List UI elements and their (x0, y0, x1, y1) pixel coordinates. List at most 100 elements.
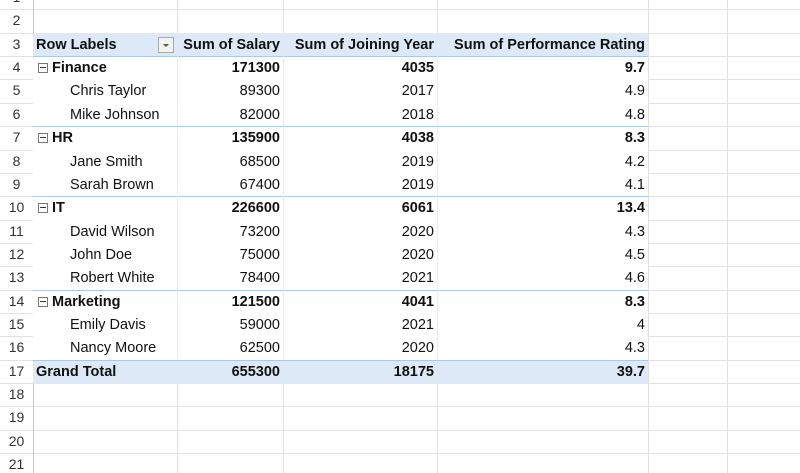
value-cell: 73200 (239, 223, 280, 240)
value-cell: 171300 (231, 60, 280, 77)
row-number: 20 (8, 432, 25, 449)
value-cell: 2020 (401, 223, 434, 240)
value-cell: 655300 (231, 363, 280, 380)
grid-line (437, 336, 438, 360)
grid-line (0, 406, 800, 407)
value-cell: 226600 (231, 200, 280, 217)
value-cell: 4.1 (624, 176, 645, 193)
value-cell: 4.2 (624, 153, 645, 170)
value-cell: 59000 (239, 317, 280, 334)
value-cell: 89300 (239, 83, 280, 100)
value-cell: 4 (636, 317, 645, 334)
row-number: 17 (8, 362, 25, 379)
value-cell: 18175 (393, 363, 434, 380)
row-number: 15 (8, 316, 25, 333)
grid-line (177, 196, 178, 220)
pivot-row (33, 219, 648, 244)
value-cell: 4.6 (624, 270, 645, 287)
grid-line (283, 126, 284, 150)
grid-line (283, 313, 284, 337)
value-cell: 62500 (239, 340, 280, 357)
value-cell: 67400 (239, 176, 280, 193)
column-header: Sum of Joining Year (294, 36, 434, 53)
grid-line (648, 0, 649, 473)
row-label: David Wilson (70, 223, 155, 240)
row-label: John Doe (70, 246, 133, 263)
row-number: 7 (12, 129, 21, 146)
pivot-row (33, 336, 648, 361)
pivot-row (33, 172, 648, 198)
pivot-row (33, 242, 648, 268)
column-header: Row Labels (36, 36, 117, 53)
grid-line (177, 336, 178, 360)
grid-line (283, 289, 284, 314)
pivot-row (33, 359, 648, 385)
value-cell: 4.3 (624, 340, 645, 357)
column-header: Sum of Salary (183, 36, 280, 53)
grid-line (283, 196, 284, 220)
grid-line (177, 56, 178, 80)
row-label: Nancy Moore (70, 340, 157, 357)
dropdown-arrow (163, 43, 169, 47)
grid-line (177, 149, 178, 173)
value-cell: 2017 (401, 83, 434, 100)
grid-line (0, 9, 800, 10)
collapse-button[interactable] (38, 63, 48, 74)
grid-line (177, 242, 178, 267)
grid-line (437, 149, 438, 173)
pivot-row (33, 313, 648, 338)
row-label: Chris Taylor (70, 83, 147, 100)
grid-line (283, 336, 284, 360)
pivot-row (33, 149, 648, 174)
row-number: 2 (12, 12, 21, 29)
grid-line (437, 102, 438, 127)
grid-line (177, 172, 178, 197)
filter-button[interactable] (158, 36, 174, 53)
grid-line (177, 102, 178, 127)
value-cell: 39.7 (616, 363, 645, 380)
pivot-row (33, 102, 648, 128)
row-label: Finance (52, 60, 107, 77)
grid-line (437, 242, 438, 267)
grid-line (283, 219, 284, 243)
grid-line (437, 289, 438, 314)
grid-line (437, 79, 438, 103)
row-label: Grand Total (36, 363, 117, 380)
grid-line (177, 313, 178, 337)
row-number: 11 (9, 222, 24, 239)
value-cell: 75000 (239, 246, 280, 263)
grid-line (437, 196, 438, 220)
pivot-row (33, 266, 648, 291)
row-label: Marketing (52, 293, 121, 310)
value-cell: 2020 (401, 246, 434, 263)
value-cell: 135900 (231, 130, 280, 147)
collapse-button[interactable] (38, 203, 48, 214)
row-label: Sarah Brown (70, 176, 154, 193)
row-label: HR (52, 130, 73, 147)
value-cell: 8.3 (624, 293, 645, 310)
row-number: 13 (8, 269, 25, 286)
value-cell: 4.5 (624, 246, 645, 263)
collapse-button[interactable] (38, 296, 48, 307)
row-number: 3 (12, 35, 21, 52)
value-cell: 2019 (401, 176, 434, 193)
grid-line (0, 453, 800, 454)
grid-line (177, 126, 178, 150)
grid-line (283, 242, 284, 267)
collapse-button[interactable] (38, 133, 48, 144)
value-cell: 4.9 (624, 83, 645, 100)
grid-line (283, 149, 284, 173)
row-number: 1 (0, 0, 33, 9)
row-label: Jane Smith (70, 153, 143, 170)
value-cell: 2019 (401, 153, 434, 170)
grid-line (437, 313, 438, 337)
grid-line (283, 172, 284, 197)
grid-line (437, 126, 438, 150)
row-number: 4 (12, 59, 21, 76)
value-cell: 2021 (401, 270, 434, 287)
pivot-row (33, 126, 648, 151)
value-cell: 4038 (401, 130, 434, 147)
column-header: Sum of Performance Rating (454, 36, 645, 53)
